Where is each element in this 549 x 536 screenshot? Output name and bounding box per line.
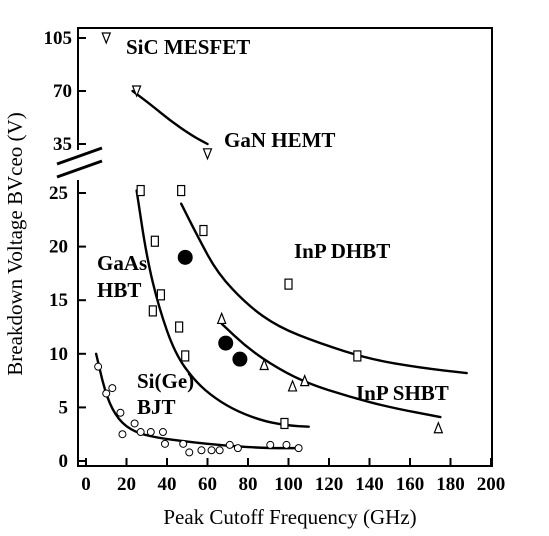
marker-si_bjt [130, 419, 139, 428]
marker-inp_shbt [287, 379, 298, 392]
x-axis-ticks: 0 20 40 60 80 100 120 140 160 180 200 [81, 458, 505, 495]
marker-inp_shbt [299, 373, 310, 387]
marker-si_bjt [136, 428, 145, 437]
y-tick-label: 70 [53, 81, 72, 102]
marker-si_bjt [207, 446, 216, 455]
marker-si_bjt [160, 439, 169, 448]
marker-gaas_hbt [136, 184, 145, 197]
y-axis-label: Breakdown Voltage BVceo (V) [3, 112, 27, 375]
marker-gaas_hbt [199, 224, 208, 237]
marker-si_bjt [215, 446, 224, 455]
annotation-sige-bjt-line1: Si(Ge) [137, 369, 194, 393]
marker-si_bjt [118, 430, 127, 439]
y-tick-label: 20 [49, 237, 68, 258]
marker-gaas_hbt [181, 350, 190, 362]
x-tick-label: 40 [158, 474, 177, 495]
marker-highlight [177, 249, 193, 265]
marker-si_bjt [116, 408, 125, 417]
marker-wide_bandgap [131, 85, 142, 98]
annotation-inp-dhbt: InP DHBT [294, 239, 390, 263]
marker-gaas_hbt [280, 417, 289, 430]
marker-si_bjt [179, 439, 188, 448]
marker-inp_shbt [216, 311, 227, 325]
marker-inp_shbt [259, 357, 270, 371]
marker-gaas_hbt [175, 321, 184, 333]
axis-break-mark [56, 159, 103, 179]
marker-si_bjt [225, 440, 234, 449]
marker-si_bjt [158, 428, 167, 437]
trend-line-inp_dhbt_trend [179, 202, 468, 375]
data-markers [94, 32, 444, 457]
marker-inp_dhbt [353, 350, 362, 362]
x-tick-label: 200 [477, 474, 506, 495]
marker-inp_dhbt [284, 278, 293, 290]
marker-highlight [232, 351, 248, 367]
x-tick-label: 20 [117, 474, 136, 495]
x-tick-label: 180 [436, 474, 465, 495]
y-tick-label: 10 [49, 344, 68, 365]
marker-si_bjt [233, 444, 242, 453]
marker-si_bjt [108, 384, 117, 393]
annotation-gan-hemt: GaN HEMT [224, 128, 335, 152]
x-tick-label: 0 [81, 474, 91, 495]
y-axis-ticks: 0 5 10 15 20 25 35 70 105 [44, 28, 86, 472]
trend-line-inp_shbt_trend [220, 322, 442, 419]
x-tick-label: 100 [274, 474, 303, 495]
marker-si_bjt [266, 440, 275, 449]
marker-si_bjt [146, 428, 155, 437]
x-tick-label: 160 [396, 474, 425, 495]
marker-highlight [218, 335, 234, 351]
axis-break-mark [56, 146, 103, 166]
marker-si_bjt [294, 444, 303, 453]
y-tick-label: 25 [49, 183, 68, 204]
y-tick-label: 35 [53, 134, 72, 155]
marker-wide_bandgap [202, 148, 213, 161]
annotation-gaas-hbt-line2: HBT [97, 278, 141, 302]
marker-si_bjt [282, 440, 291, 449]
y-tick-label: 105 [44, 28, 73, 49]
x-tick-label: 120 [315, 474, 344, 495]
annotation-sige-bjt-line2: BJT [137, 395, 176, 419]
marker-gaas_hbt [148, 305, 157, 317]
marker-inp_shbt [433, 421, 444, 434]
marker-si_bjt [197, 446, 206, 455]
y-tick-label: 15 [49, 290, 68, 311]
marker-si_bjt [102, 389, 111, 398]
trend-line-gaas_trend [135, 189, 310, 428]
annotation-gaas-hbt-line1: GaAs [97, 251, 147, 275]
y-tick-label: 0 [59, 451, 69, 472]
marker-gaas_hbt [177, 184, 186, 197]
y-tick-label: 5 [59, 397, 69, 418]
x-tick-label: 60 [198, 474, 217, 495]
axis-break [55, 146, 105, 180]
marker-gaas_hbt [150, 235, 159, 247]
x-axis-label: Peak Cutoff Frequency (GHz) [163, 505, 416, 529]
annotation-sic-mesfet: SiC MESFET [126, 35, 250, 59]
trend-line-wide_bandgap_trend [131, 89, 209, 146]
x-tick-label: 140 [355, 474, 384, 495]
marker-si_bjt [185, 448, 194, 457]
trend-line-si_bjt_trend [94, 352, 300, 450]
marker-si_bjt [94, 362, 103, 371]
marker-gaas_hbt [156, 289, 166, 301]
x-tick-label: 80 [239, 474, 258, 495]
annotation-inp-shbt: InP SHBT [356, 381, 449, 405]
marker-wide_bandgap [101, 32, 112, 45]
